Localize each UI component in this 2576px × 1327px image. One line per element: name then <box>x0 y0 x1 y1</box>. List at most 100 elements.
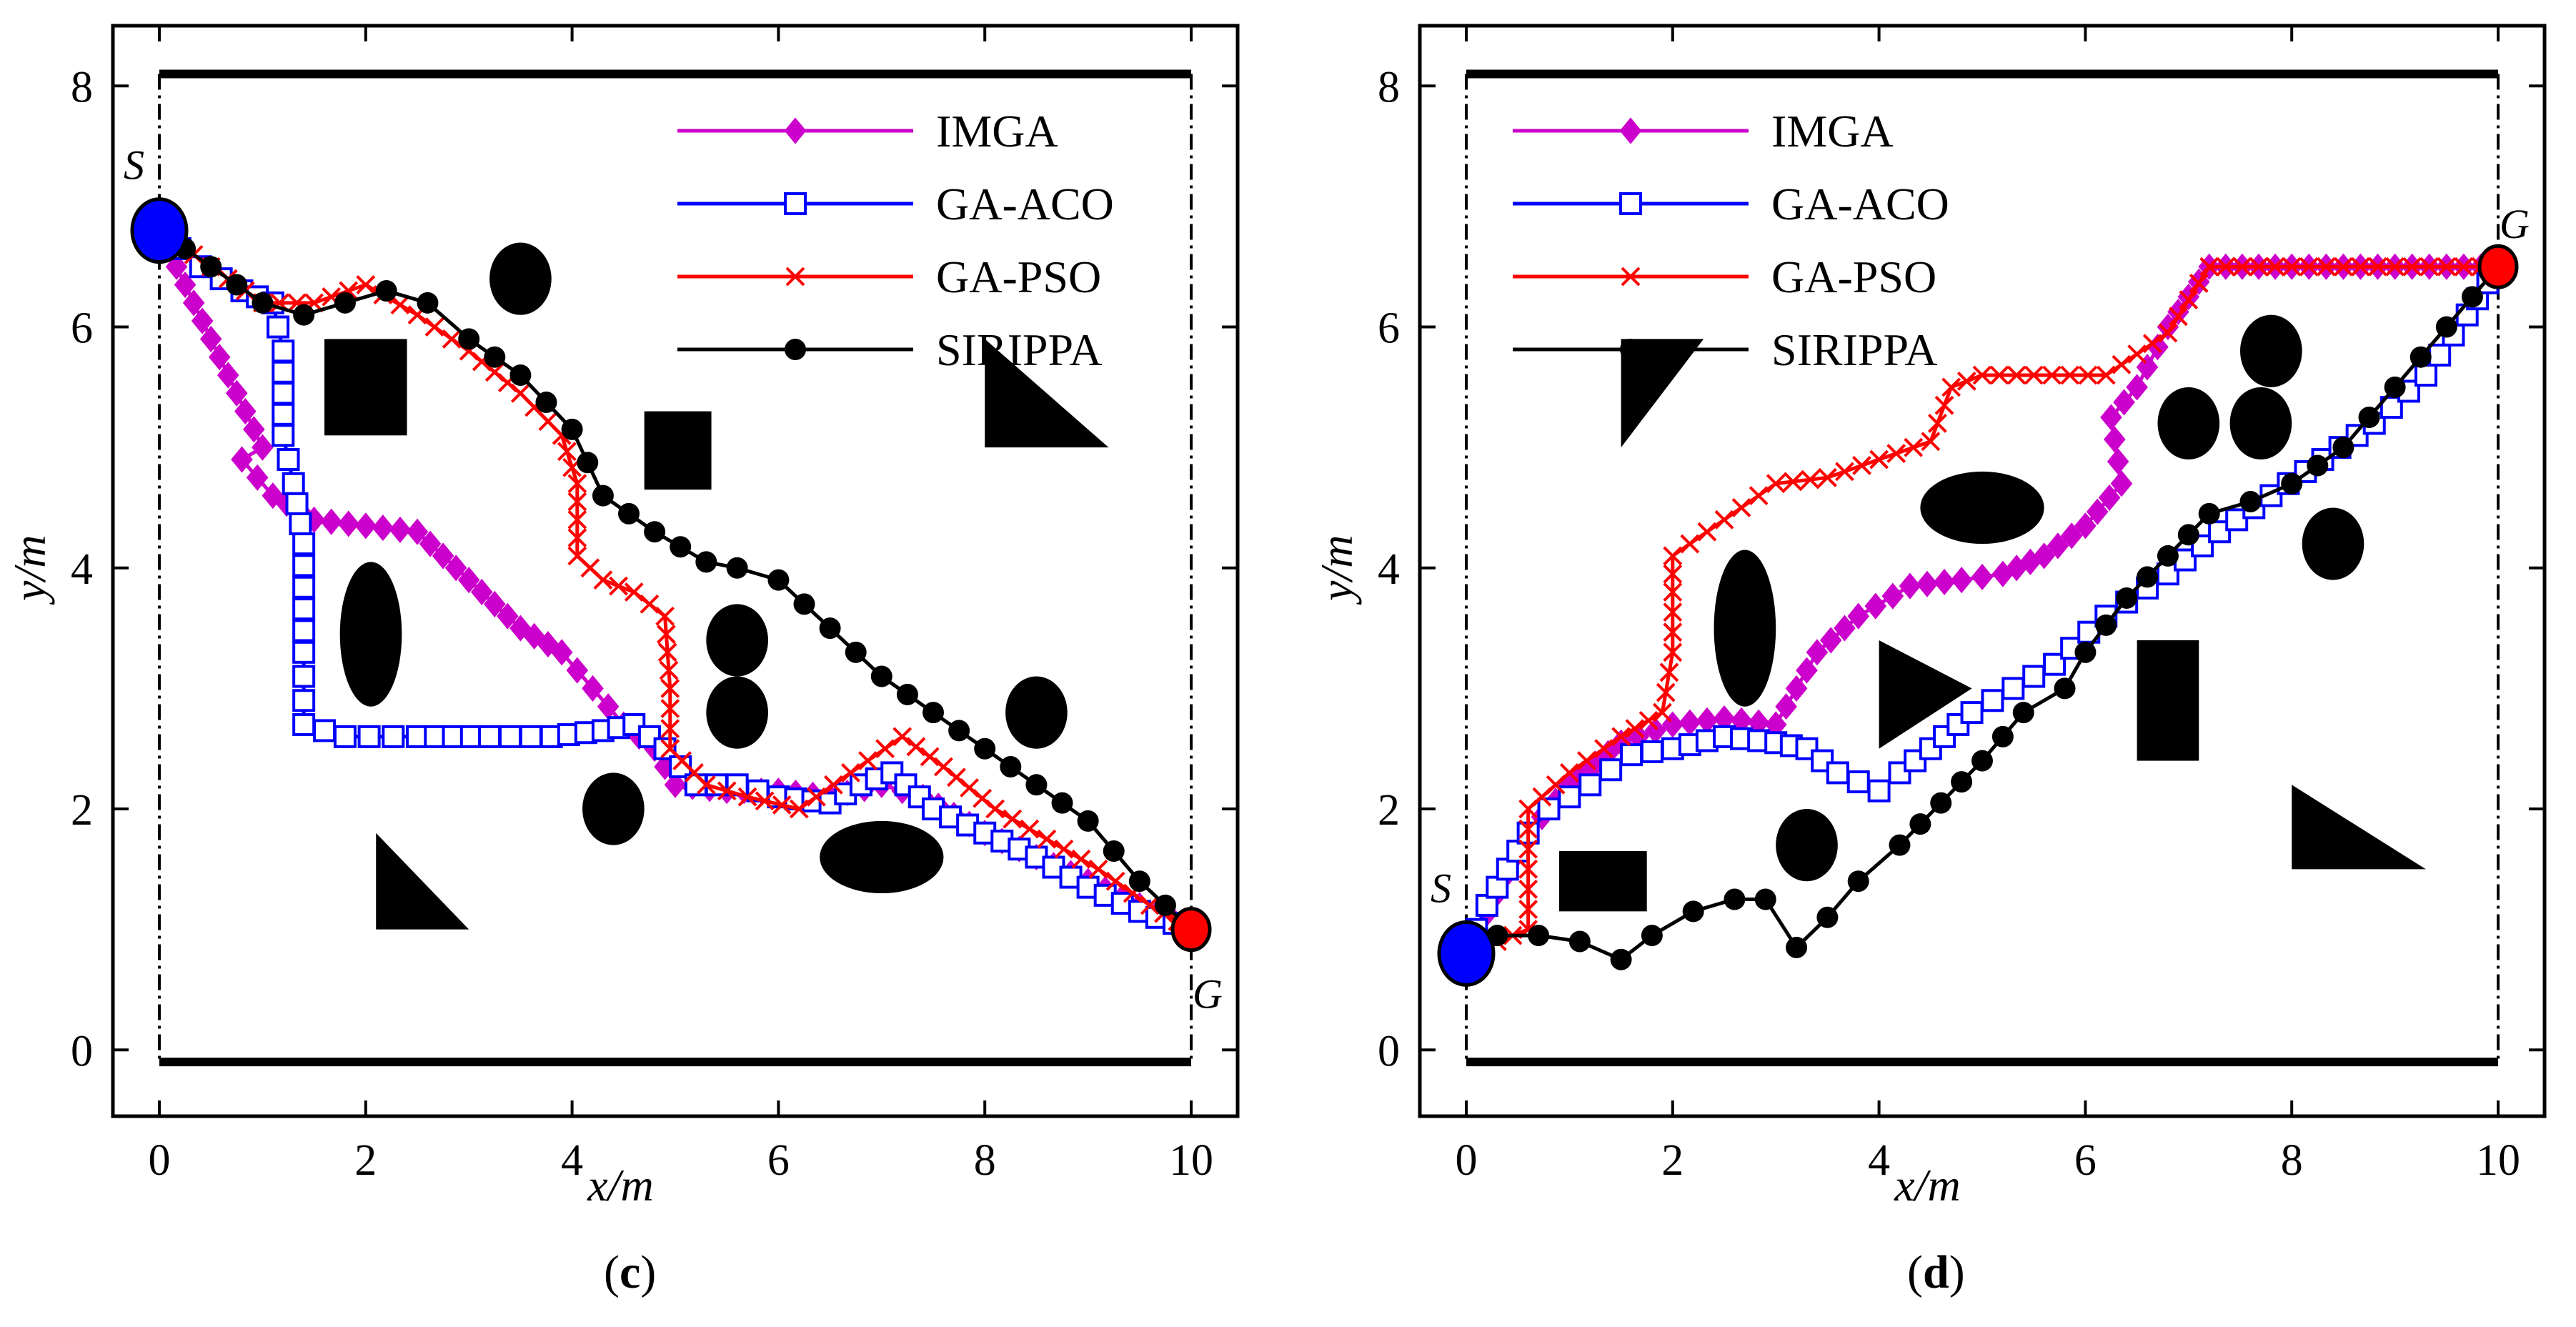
series-point-imga <box>389 516 412 543</box>
goal-label: G <box>1193 971 1223 1018</box>
series-point-imga <box>208 344 231 371</box>
obstacles-c <box>324 242 1109 930</box>
series-point-gaaco <box>1599 758 1623 782</box>
series-point-gapso <box>356 275 376 294</box>
series-point-gaaco <box>1867 779 1891 802</box>
series-point-gapso <box>1071 849 1091 869</box>
legend-marker-gapso <box>1621 267 1641 287</box>
series-point-gapso <box>656 625 676 644</box>
series-point-gapso <box>841 763 860 782</box>
series-point-gaaco <box>272 382 295 405</box>
series-point-sirippa <box>793 593 815 615</box>
series-point-sirippa <box>1103 840 1125 863</box>
series-point-gapso <box>567 528 587 548</box>
series-point-gapso <box>1518 859 1538 879</box>
series-point-imga <box>1971 563 1994 591</box>
series-point-gapso <box>1869 449 1889 469</box>
series-point-imga <box>1796 657 1818 684</box>
series-point-sirippa <box>2435 316 2457 338</box>
series-point-sirippa <box>577 452 599 474</box>
series-point-gapso <box>973 788 993 808</box>
series-point-imga <box>1950 567 1973 594</box>
legend-d: IMGA GA-ACO GA-PSO SIRIPPA <box>1513 106 1949 375</box>
series-point-gapso <box>2168 307 2188 327</box>
series-point-gapso <box>660 719 680 739</box>
legend-marker-gaaco <box>1619 192 1642 215</box>
series-point-imga <box>2104 426 2126 453</box>
series-point-gapso <box>660 699 680 718</box>
series-point-sirippa <box>1682 900 1704 923</box>
series-point-gapso <box>858 751 877 770</box>
series-point-gapso <box>1921 432 1941 452</box>
series-point-sirippa <box>2384 376 2406 398</box>
y-tick-label: 0 <box>71 1027 93 1075</box>
x-axis-label: x/m <box>587 1160 653 1211</box>
series-point-gapso <box>1989 365 2009 385</box>
series-point-gapso <box>2179 290 2199 310</box>
series-point-gapso <box>2142 334 2162 354</box>
series-point-imga <box>2110 470 2133 497</box>
obstacle-rect <box>324 339 407 436</box>
series-point-sirippa <box>484 346 506 368</box>
series-point-imga <box>337 510 360 537</box>
series-point-sirippa <box>1786 936 1808 958</box>
series-point-sirippa <box>1971 750 1993 772</box>
series-point-gapso <box>1956 372 1976 391</box>
series-point-sirippa <box>226 274 248 296</box>
series-point-gaaco <box>292 665 316 688</box>
series-point-imga <box>174 271 197 299</box>
series-point-imga <box>191 307 214 334</box>
series-point-gapso <box>2454 257 2474 277</box>
obstacle-ellipse <box>2157 387 2220 460</box>
series-point-gapso <box>2024 365 2044 385</box>
series-point-imga <box>1785 675 1808 702</box>
series-point-sirippa <box>644 521 666 543</box>
series-point-gapso <box>892 727 912 747</box>
series-point-imga <box>444 555 467 582</box>
series-point-imga <box>582 675 604 702</box>
y-tick-label: 4 <box>1378 545 1400 594</box>
obstacle-triangle <box>2292 785 2426 870</box>
series-point-gapso <box>1088 859 1108 879</box>
series-point-gaaco <box>1620 743 1643 767</box>
series-point-imga <box>432 542 454 570</box>
series-point-sirippa <box>2157 545 2179 567</box>
series-point-sirippa <box>2198 502 2220 525</box>
series-point-imga <box>1775 693 1797 720</box>
series-point-gapso <box>2060 365 2080 385</box>
series-point-sirippa <box>1991 725 2014 747</box>
y-tick-label: 0 <box>1378 1027 1400 1075</box>
legend-marker-imga <box>1619 117 1642 144</box>
series-point-sirippa <box>1077 810 1099 832</box>
series-point-imga <box>354 512 377 540</box>
panel-c: S G 0 2 4 6 8 10 0 2 4 6 8 IMGA GA-ACO GA-PSO SIRI… <box>4 24 1240 1298</box>
series-point-gapso <box>640 594 660 614</box>
series-point-sirippa <box>2307 454 2329 477</box>
series-point-imga <box>243 416 265 443</box>
series-point-gapso <box>442 329 462 349</box>
series-point-imga <box>2107 448 2129 475</box>
series-point-imga <box>1819 627 1842 654</box>
series-point-gapso <box>567 474 587 494</box>
series-point-imga <box>2074 512 2097 540</box>
series-point-gaaco <box>2428 343 2452 367</box>
series-point-gapso <box>657 642 677 662</box>
obstacle-ellipse <box>2229 387 2292 460</box>
obstacle-ellipse <box>706 676 768 749</box>
series-point-gaaco <box>272 360 295 384</box>
series-point-sirippa <box>2177 524 2199 546</box>
start-marker <box>130 197 189 264</box>
series-point-gapso <box>2189 274 2209 293</box>
series-point-gapso <box>2096 365 2116 385</box>
series-point-sirippa <box>2281 472 2303 494</box>
series-point-gapso <box>2385 257 2405 277</box>
obstacle-ellipse <box>820 820 944 894</box>
series-c <box>147 217 1203 943</box>
series-point-imga <box>406 518 429 545</box>
series-point-gaaco <box>498 725 522 748</box>
series-point-gapso <box>1020 819 1040 839</box>
series-point-gaaco <box>272 339 295 363</box>
series-point-gaaco <box>2208 520 2232 544</box>
series-point-imga <box>2126 374 2148 401</box>
series-point-gapso <box>424 317 444 337</box>
